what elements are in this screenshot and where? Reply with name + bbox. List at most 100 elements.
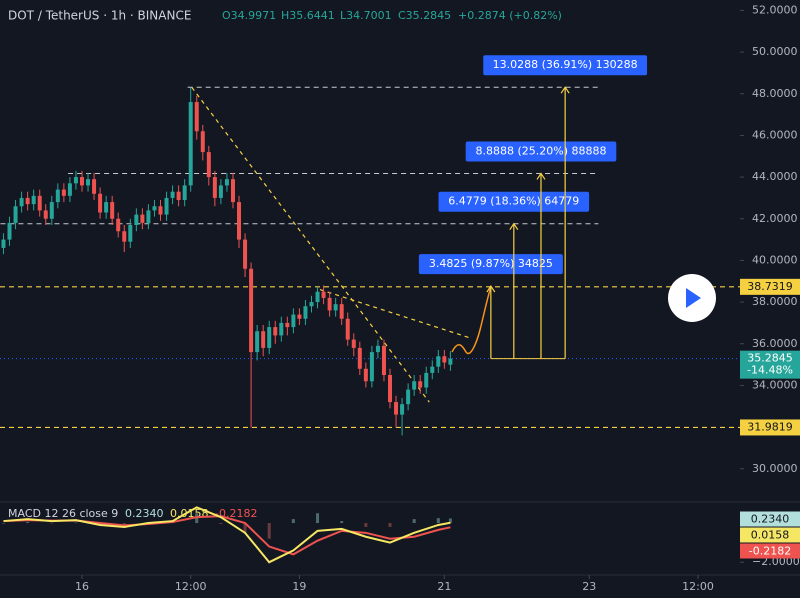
y-tick-label: 42.0000 <box>752 212 798 225</box>
candle-body <box>381 345 386 375</box>
macd-histogram-bar <box>364 523 368 527</box>
macd-title: MACD 12 26 close 9 <box>8 507 118 520</box>
macd-histogram-bar <box>412 519 416 524</box>
level-tag-bg <box>740 278 800 295</box>
level-tag: 31.9819 <box>747 420 793 433</box>
x-tick-label: 23 <box>582 580 596 593</box>
candle-body <box>218 185 223 198</box>
candle-body <box>212 177 217 198</box>
candle-body <box>140 214 145 223</box>
candle-body <box>436 356 441 367</box>
y-tick-label: 36.0000 <box>752 337 798 350</box>
candle-body <box>424 372 429 388</box>
ohlc-open: O34.9971 <box>222 9 276 22</box>
candle-body <box>375 345 380 353</box>
macd-histogram-bar <box>26 522 30 524</box>
trend-line <box>191 87 430 403</box>
y-tick-label: 48.0000 <box>752 87 798 100</box>
signal-tag: -0.2182 <box>749 545 791 558</box>
candle-body <box>1 239 6 248</box>
candle-body <box>152 206 157 211</box>
candle-body <box>255 331 260 353</box>
candle-body <box>176 191 181 200</box>
y-tick-label: 52.0000 <box>752 3 798 16</box>
candle-body <box>79 177 84 186</box>
candle-body <box>388 375 393 403</box>
forecast-curve <box>451 286 492 355</box>
trend-line <box>319 289 471 339</box>
candle-body <box>267 327 272 348</box>
candle-body <box>303 306 308 319</box>
target-label: 3.4825 (9.87%) 34825 <box>429 257 553 270</box>
candle-body <box>158 206 163 215</box>
candle-body <box>237 202 242 240</box>
candle-body <box>394 402 399 415</box>
candle-body <box>369 352 374 382</box>
macd-histogram-bar <box>448 518 452 524</box>
macd-tag-bg <box>740 527 800 543</box>
ohlc-high: H35.6441 <box>281 9 335 22</box>
y-tick-label: 38.0000 <box>752 295 798 308</box>
candle-body <box>55 189 60 203</box>
candle-body <box>86 179 91 186</box>
signal-tag-bg <box>740 543 800 559</box>
candle-body <box>200 131 205 153</box>
candle-body <box>363 368 368 382</box>
ohlc-change: +0.2874 (+0.82%) <box>458 9 562 22</box>
candle-body <box>164 197 169 215</box>
target-label: 8.8888 (25.20%) 88888 <box>475 144 606 157</box>
target-arrowhead <box>486 285 496 293</box>
candle-body <box>351 339 356 348</box>
candle-body <box>321 291 326 298</box>
macd-hist-value: 0.2340 <box>125 507 164 520</box>
candle-body <box>448 358 453 365</box>
y-tick-label: 34.0000 <box>752 378 798 391</box>
candle-body <box>279 322 284 336</box>
macd-line <box>3 506 451 564</box>
x-tick-label: 12:00 <box>682 580 714 593</box>
play-button[interactable] <box>668 274 716 322</box>
target-box <box>438 191 590 212</box>
candle-body <box>110 202 115 219</box>
target-arrowhead <box>509 222 519 231</box>
candle-body <box>25 197 30 205</box>
candle-body <box>230 179 235 203</box>
candle-body <box>249 268 254 353</box>
candle-body <box>98 193 103 213</box>
candle-body <box>412 381 417 390</box>
candle-body <box>116 218 121 232</box>
candle-body <box>442 356 447 363</box>
target-label: 6.4779 (18.36%) 64779 <box>448 195 579 208</box>
target-label: 13.0288 (36.91%) 130288 <box>493 58 638 71</box>
candle-body <box>273 327 278 336</box>
candle-body <box>224 179 229 186</box>
candle-body <box>13 206 18 223</box>
y-tick-label: 46.0000 <box>752 128 798 141</box>
play-icon[interactable] <box>686 288 701 308</box>
candle-body <box>146 210 151 223</box>
candle-body <box>67 183 72 196</box>
level-tag: 38.7319 <box>747 280 793 293</box>
x-tick-label: 16 <box>75 580 89 593</box>
candle-body <box>333 304 338 311</box>
candle-body <box>43 210 48 219</box>
last-price-tag-bg <box>740 350 800 379</box>
x-tick-label: 21 <box>437 580 451 593</box>
candle-body <box>134 214 139 225</box>
macd-histogram-bar <box>316 513 320 524</box>
candle-body <box>49 202 54 219</box>
candle-body <box>345 318 350 340</box>
candle-body <box>128 225 133 242</box>
macd-histogram-bar <box>50 523 54 524</box>
candle-body <box>61 189 66 196</box>
candle-body <box>315 291 320 303</box>
candle-body <box>206 152 211 178</box>
candle-body <box>357 347 362 369</box>
macd-hist-tag-bg <box>740 511 800 527</box>
macd-histogram-bar <box>291 519 295 524</box>
candle-body <box>7 222 12 240</box>
y-tick-label: 30.0000 <box>752 462 798 475</box>
last-price-tag: -14.48% <box>747 364 793 377</box>
last-price-tag: 35.2845 <box>747 352 793 365</box>
